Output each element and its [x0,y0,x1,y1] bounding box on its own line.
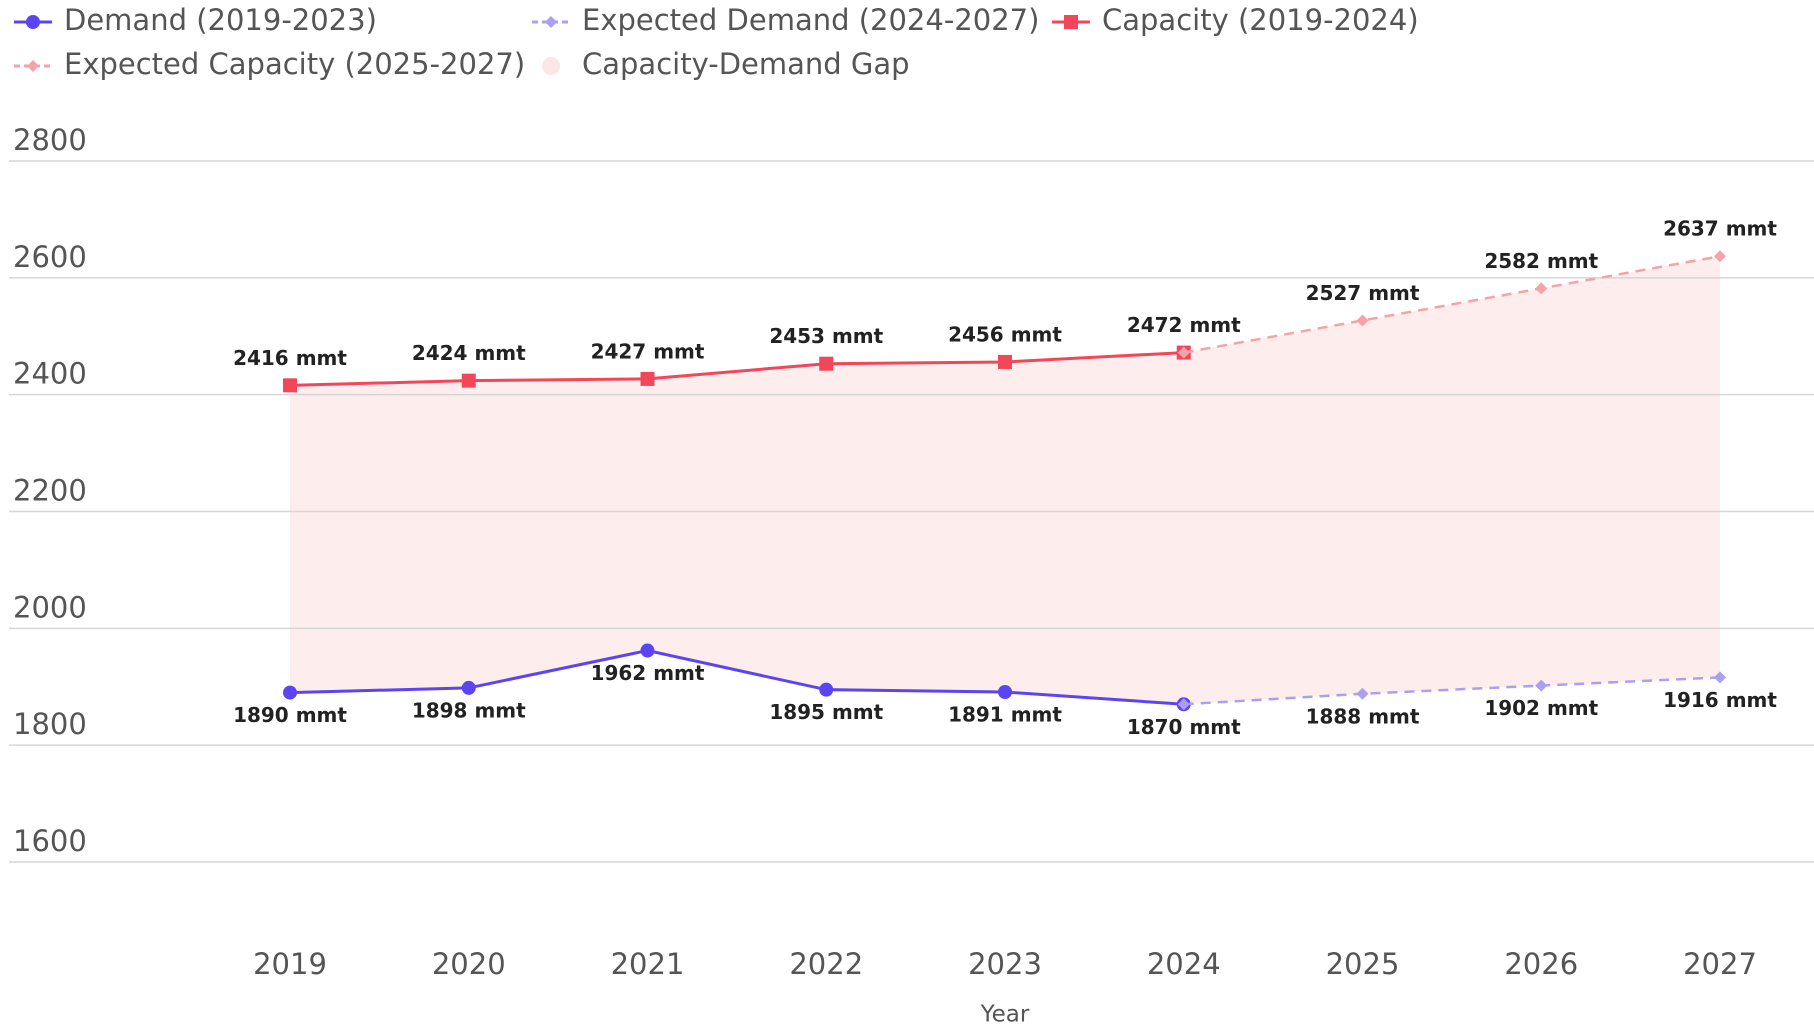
x-tick-label: 2023 [968,947,1042,981]
point [283,685,297,700]
point [1714,250,1726,263]
legend-marker [27,60,39,72]
point [819,682,834,697]
point [461,680,476,695]
x-tick-label: 2027 [1683,947,1757,981]
y-tick-label: 2600 [13,240,87,274]
legend-marker [542,57,560,75]
data-label: 2427 mmt [591,339,705,363]
data-label: 1891 mmt [948,703,1062,727]
data-label: 2637 mmt [1663,217,1777,241]
data-label: 2456 mmt [948,322,1062,346]
point [1535,282,1548,295]
point [998,685,1012,700]
data-label: 1888 mmt [1306,704,1420,728]
data-label: 1916 mmt [1663,688,1777,712]
data-label: 1870 mmt [1127,715,1241,739]
y-tick-label: 2400 [13,357,87,391]
y-tick-label: 1600 [13,824,87,858]
point [461,373,476,388]
point [1356,687,1369,700]
series-line [289,351,1184,387]
point [1177,698,1190,711]
data-label: 1902 mmt [1484,696,1598,720]
data-label: 1898 mmt [412,698,526,722]
data-label: 2416 mmt [233,346,347,370]
point [283,378,297,393]
point [1356,314,1369,327]
legend-label: Expected Capacity (2025-2027) [64,47,525,81]
point [1714,671,1726,684]
legend-marker [545,16,557,28]
gap-area [290,256,1720,705]
data-label: 1895 mmt [769,700,883,724]
point [998,354,1012,369]
legend-label: Expected Demand (2024-2027) [582,3,1039,37]
point [819,356,834,371]
x-tick-label: 2021 [611,947,685,981]
point [640,371,655,386]
legend-marker [1064,15,1078,29]
point [1177,346,1190,359]
data-label: 1890 mmt [233,703,347,727]
y-tick-label: 1800 [13,707,87,741]
data-label: 2527 mmt [1306,281,1420,305]
gap-layer [290,256,1720,705]
series-line [1183,676,1721,706]
x-tick-label: 2024 [1147,947,1221,981]
y-tick-label: 2800 [13,123,87,157]
data-label: 2582 mmt [1484,249,1598,273]
x-axis-label: Year [980,1002,1030,1028]
x-tick-label: 2020 [432,947,506,981]
x-tick-label: 2026 [1504,947,1578,981]
point [640,643,655,658]
data-label: 2424 mmt [412,341,526,365]
series-line [289,648,1184,706]
y-tick-label: 2000 [13,590,87,624]
series-line [1183,254,1721,354]
legend-label: Demand (2019-2023) [64,3,377,37]
x-tick-label: 2022 [789,947,863,981]
legend-label: Capacity-Demand Gap [582,47,910,81]
y-tick-label: 2200 [13,474,87,508]
legend-marker [26,15,40,29]
legend-label: Capacity (2019-2024) [1102,3,1419,37]
data-label: 2472 mmt [1127,313,1241,337]
x-tick-label: 2025 [1326,947,1400,981]
data-label: 2453 mmt [769,324,883,348]
data-label: 1962 mmt [591,661,705,685]
point [1535,679,1548,692]
x-tick-label: 2019 [253,947,327,981]
